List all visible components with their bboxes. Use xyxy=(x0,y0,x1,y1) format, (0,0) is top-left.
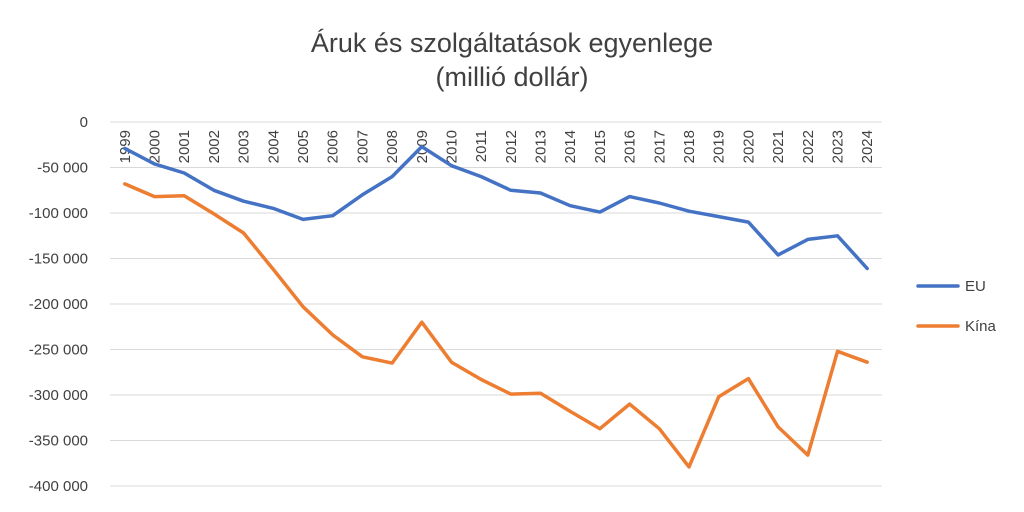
x-tick-label: 2017 xyxy=(651,130,668,163)
series-line-kína xyxy=(123,182,869,469)
y-tick-label: -100 000 xyxy=(29,205,88,222)
y-tick-label: -300 000 xyxy=(29,387,88,404)
x-tick-label: 2015 xyxy=(592,130,609,163)
gridlines xyxy=(110,121,882,487)
x-tick-label: 2007 xyxy=(354,130,371,163)
y-tick-label: -200 000 xyxy=(29,296,88,313)
x-tick-label: 2008 xyxy=(384,130,401,163)
x-tick-label: 2019 xyxy=(711,130,728,163)
x-tick-label: 2016 xyxy=(622,130,639,163)
chart-subtitle: (millió dollár) xyxy=(435,62,588,92)
series-line-eu xyxy=(123,144,869,271)
legend-label: Kína xyxy=(965,318,997,335)
x-axis-tick-labels: 1999 2000 2001 2002 2003 2004 2005 2006 2007 2008… xyxy=(117,130,876,163)
y-tick-label: -250 000 xyxy=(29,342,88,359)
x-tick-label: 2000 xyxy=(147,130,164,163)
x-tick-label: 2012 xyxy=(503,130,520,163)
y-axis-tick-labels: 0 -50 000 -100 000 -150 000 -200 000 -250 000… xyxy=(29,114,88,495)
x-tick-label: 2001 xyxy=(176,130,193,163)
y-tick-label: -350 000 xyxy=(29,433,88,450)
series-lines xyxy=(123,144,869,469)
x-tick-label: 2013 xyxy=(533,130,550,163)
x-tick-label: 2020 xyxy=(740,130,757,163)
y-tick-label: -150 000 xyxy=(29,251,88,268)
y-tick-label: -50 000 xyxy=(37,160,88,177)
y-tick-label: -400 000 xyxy=(29,478,88,495)
x-tick-label: 2021 xyxy=(770,130,787,163)
x-tick-label: 2005 xyxy=(295,130,312,163)
x-tick-label: 2002 xyxy=(206,130,223,163)
x-tick-label: 2004 xyxy=(265,130,282,163)
x-tick-label: 2023 xyxy=(829,130,846,163)
x-tick-label: 2011 xyxy=(473,130,490,162)
chart-title: Áruk és szolgáltatások egyenlege xyxy=(311,28,713,58)
legend: EU Kína xyxy=(916,278,997,335)
x-tick-label: 1999 xyxy=(117,130,134,163)
x-tick-label: 2014 xyxy=(562,130,579,163)
x-tick-label: 2003 xyxy=(236,130,253,163)
x-tick-label: 2010 xyxy=(443,130,460,163)
x-tick-label: 2024 xyxy=(859,130,876,163)
x-tick-label: 2006 xyxy=(325,130,342,163)
x-tick-label: 2022 xyxy=(800,130,817,163)
y-tick-label: 0 xyxy=(80,114,88,131)
x-tick-label: 2018 xyxy=(681,130,698,163)
legend-label: EU xyxy=(965,278,986,295)
